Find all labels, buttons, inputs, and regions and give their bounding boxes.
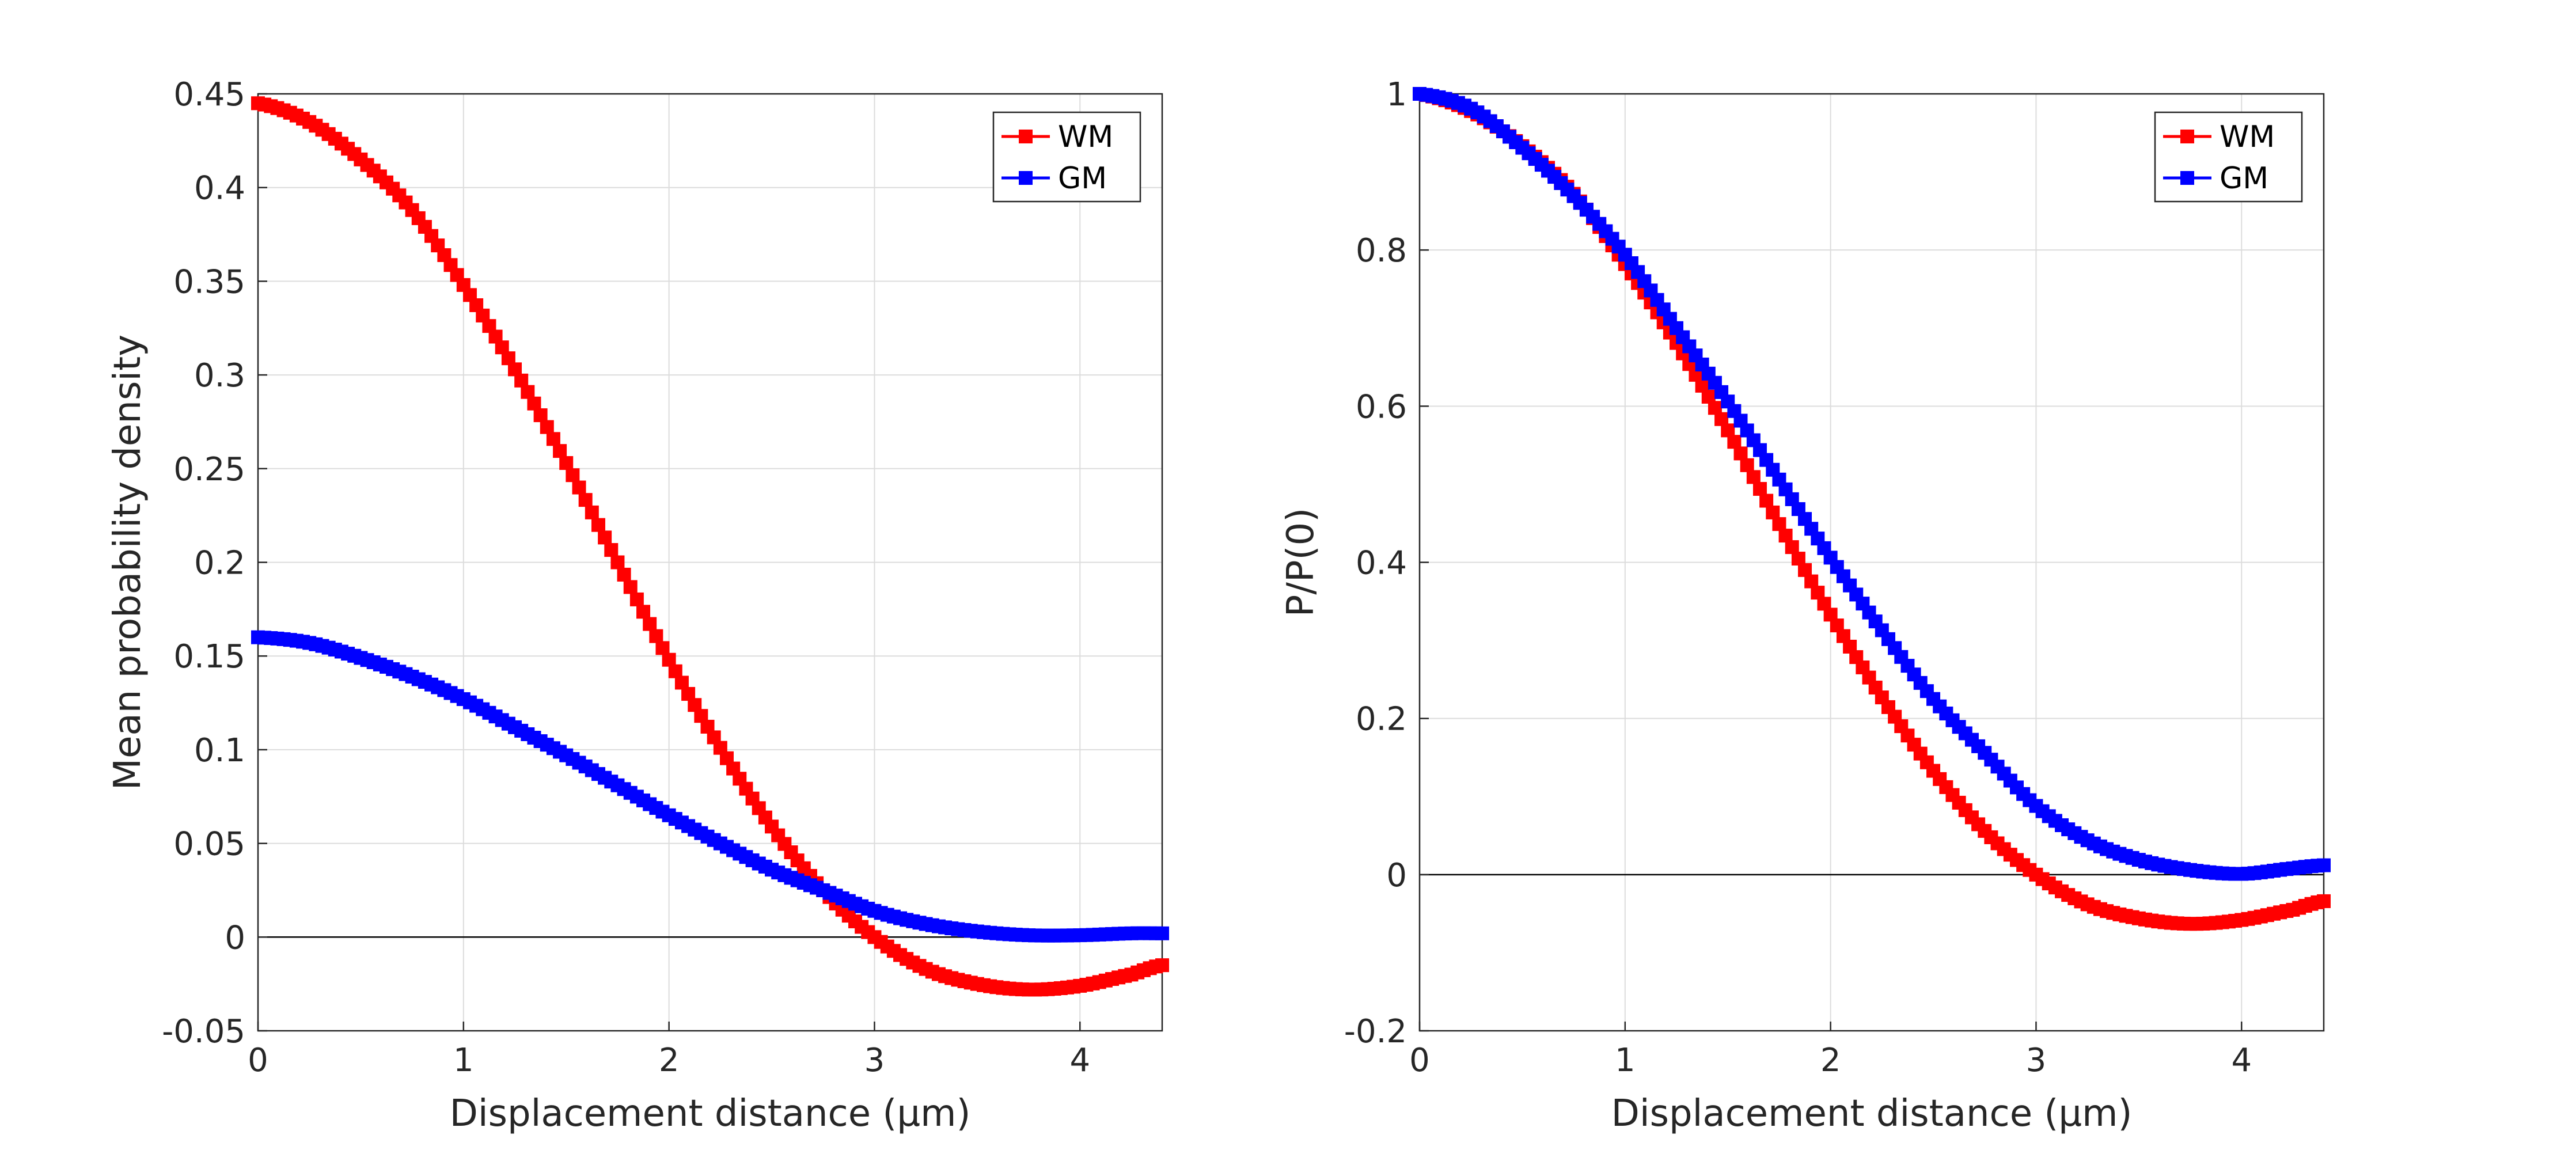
legend-label: GM	[1058, 161, 1107, 196]
data-point	[1778, 529, 1793, 543]
x-tick-label: 1	[1615, 1042, 1636, 1079]
series-line-gm	[1419, 92, 2324, 875]
data-point	[598, 530, 612, 545]
legend-swatch-marker	[2180, 171, 2194, 185]
legend-swatch-marker	[2180, 130, 2194, 143]
data-point	[533, 408, 548, 423]
data-point	[617, 567, 631, 582]
data-point	[2317, 894, 2331, 908]
y-tick-label: 0.1	[194, 732, 245, 769]
data-point	[604, 543, 619, 557]
x-tick-label: 4	[1069, 1042, 1090, 1079]
legend-box	[2154, 111, 2303, 203]
data-point	[1746, 470, 1761, 484]
data-point	[527, 396, 541, 411]
data-point	[629, 592, 644, 606]
series-line-wm	[1419, 92, 2324, 925]
legend-label: WM	[1058, 120, 1113, 154]
legend-label: WM	[2220, 120, 2275, 154]
left-chart-panel: 0 1 2 3 4-0.0500.050.10.150.20.250.30.350.40…	[107, 76, 1169, 1135]
y-tick-label: 0.05	[173, 826, 245, 863]
y-axis-label: P/P(0)	[1280, 508, 1322, 617]
data-point	[2317, 858, 2331, 872]
legend: WM GM	[992, 111, 1141, 203]
legend-box	[992, 111, 1141, 203]
data-point	[1740, 458, 1754, 472]
x-axis-label: Displacement distance (μm)	[450, 1092, 971, 1135]
data-point	[1733, 446, 1748, 461]
y-tick-label: 0.4	[194, 170, 245, 207]
data-point	[578, 493, 593, 507]
data-point	[566, 468, 580, 483]
x-axis-label: Displacement distance (μm)	[1611, 1092, 2133, 1135]
series-gm	[1413, 87, 2331, 881]
series-line-gm	[257, 636, 1163, 938]
series-wm	[1413, 87, 2331, 931]
legend-label: GM	[2220, 161, 2268, 196]
y-tick-label: 0	[225, 919, 245, 957]
y-tick-label: 0.2	[194, 545, 245, 582]
data-point	[572, 480, 586, 495]
data-point	[540, 420, 554, 434]
data-point	[1772, 517, 1786, 532]
y-axis-label: Mean probability density	[107, 335, 149, 790]
y-tick-label: 0.3	[194, 357, 245, 394]
data-point	[655, 641, 670, 655]
data-point	[649, 629, 663, 643]
x-tick-label: 0	[1409, 1042, 1430, 1079]
y-tick-label: 0.25	[173, 451, 245, 488]
y-tick-label: 0.35	[173, 263, 245, 301]
data-point	[1752, 481, 1767, 496]
y-tick-label: 1	[1386, 76, 1407, 113]
legend-swatch-marker	[1019, 171, 1033, 185]
data-point	[610, 555, 625, 570]
y-tick-label: 0	[1386, 857, 1407, 894]
data-point	[1811, 586, 1825, 600]
y-tick-label: 0.8	[1356, 232, 1407, 270]
x-tick-label: 0	[248, 1042, 268, 1079]
y-tick-label: 0.45	[173, 76, 245, 113]
legend-swatch-marker	[1019, 130, 1033, 143]
data-point	[1766, 505, 1780, 519]
data-point	[643, 617, 657, 631]
data-point	[1759, 494, 1774, 508]
x-tick-label: 1	[453, 1042, 474, 1079]
series-line-wm	[257, 101, 1163, 992]
x-tick-label: 3	[864, 1042, 885, 1079]
x-tick-label: 2	[659, 1042, 680, 1079]
legend: WM GM	[2154, 111, 2303, 203]
y-tick-label: 0.2	[1356, 701, 1407, 738]
y-tick-label: 0.15	[173, 638, 245, 675]
y-tick-label: 0.6	[1356, 388, 1407, 426]
x-tick-label: 4	[2231, 1042, 2252, 1079]
series-wm	[251, 96, 1169, 997]
data-point	[546, 432, 560, 446]
data-point	[1727, 435, 1742, 449]
data-point	[623, 580, 638, 594]
data-point	[559, 456, 574, 470]
data-point	[585, 505, 599, 519]
data-point	[591, 518, 605, 532]
data-point	[636, 605, 651, 619]
data-point	[662, 652, 676, 667]
y-tick-label: 0.4	[1356, 545, 1407, 582]
x-tick-label: 2	[1820, 1042, 1841, 1079]
x-tick-label: 3	[2026, 1042, 2047, 1079]
data-point	[553, 444, 567, 458]
data-point	[1155, 926, 1169, 940]
series-gm	[251, 630, 1169, 943]
y-tick-label: -0.05	[162, 1013, 245, 1050]
data-point	[1155, 958, 1169, 973]
data-point	[521, 385, 535, 399]
y-tick-label: -0.2	[1344, 1013, 1407, 1050]
